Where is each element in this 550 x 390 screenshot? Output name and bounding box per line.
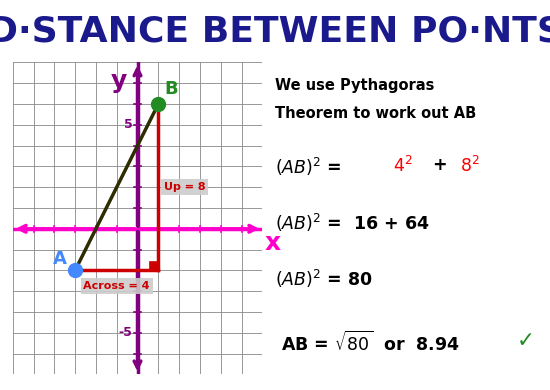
Text: x: x <box>265 231 280 255</box>
Text: -5: -5 <box>118 326 133 339</box>
Text: +: + <box>427 156 453 174</box>
Text: Up = 8: Up = 8 <box>163 182 205 192</box>
Text: AB = $\sqrt{80}$  or  8.94: AB = $\sqrt{80}$ or 8.94 <box>275 331 460 355</box>
Text: $4^2$: $4^2$ <box>393 156 412 176</box>
Text: $8^2$: $8^2$ <box>460 156 480 176</box>
Text: ✓: ✓ <box>516 331 535 351</box>
Text: $(AB)^2$ =  16 + 64: $(AB)^2$ = 16 + 64 <box>275 212 430 234</box>
Text: Across = 4: Across = 4 <box>84 281 150 291</box>
Text: We use Pythagoras: We use Pythagoras <box>275 78 434 93</box>
Text: D·STANCE BETWEEN PO·NTS: D·STANCE BETWEEN PO·NTS <box>0 14 550 48</box>
Bar <box>150 262 158 270</box>
Text: 5: 5 <box>124 118 133 131</box>
Text: y: y <box>111 69 127 93</box>
Text: $(AB)^2$ = 80: $(AB)^2$ = 80 <box>275 268 373 291</box>
Text: Theorem to work out AB: Theorem to work out AB <box>275 106 476 121</box>
Text: B: B <box>164 80 178 98</box>
Text: A: A <box>53 250 67 268</box>
Text: $(AB)^2$ =: $(AB)^2$ = <box>275 156 344 178</box>
